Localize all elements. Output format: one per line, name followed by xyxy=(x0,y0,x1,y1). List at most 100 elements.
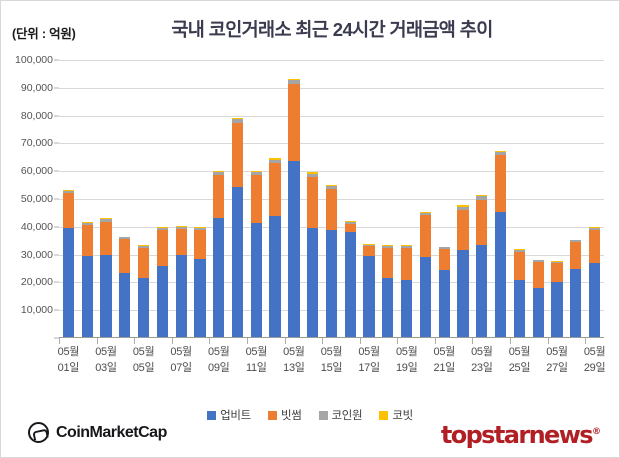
bar-stack[interactable] xyxy=(570,239,582,338)
bar-segment[interactable] xyxy=(382,278,394,338)
bar-segment[interactable] xyxy=(457,206,469,211)
bar-segment[interactable] xyxy=(250,222,262,338)
bar-stack[interactable] xyxy=(194,227,206,338)
bar-segment[interactable] xyxy=(62,228,75,338)
bar-segment[interactable] xyxy=(494,154,507,212)
bar-stack[interactable] xyxy=(532,259,544,338)
bar-stack[interactable] xyxy=(62,189,75,338)
bar-segment[interactable] xyxy=(476,200,488,245)
bar-segment[interactable] xyxy=(269,159,281,163)
bar-stack[interactable] xyxy=(588,226,601,338)
bar-segment[interactable] xyxy=(250,170,262,173)
bar-segment[interactable] xyxy=(588,229,601,263)
bar-segment[interactable] xyxy=(401,247,413,280)
bar-segment[interactable] xyxy=(175,226,187,228)
bar-segment[interactable] xyxy=(532,261,544,288)
legend-item-0[interactable]: 업비트 xyxy=(207,407,251,423)
bar-segment[interactable] xyxy=(570,239,582,241)
bar-segment[interactable] xyxy=(119,237,131,240)
bar-segment[interactable] xyxy=(532,260,544,262)
bar-segment[interactable] xyxy=(325,189,338,230)
bar-segment[interactable] xyxy=(175,227,187,229)
bar-segment[interactable] xyxy=(100,221,112,256)
bar-segment[interactable] xyxy=(62,189,75,191)
bar-segment[interactable] xyxy=(231,117,244,120)
bar-segment[interactable] xyxy=(213,172,225,176)
bar-segment[interactable] xyxy=(344,221,356,223)
bar-segment[interactable] xyxy=(551,262,563,283)
bar-segment[interactable] xyxy=(231,186,244,338)
bar-segment[interactable] xyxy=(551,282,563,338)
bar-segment[interactable] xyxy=(213,170,225,173)
bar-segment[interactable] xyxy=(438,249,450,270)
bar-stack[interactable] xyxy=(476,194,488,338)
bar-segment[interactable] xyxy=(494,211,507,338)
bar-segment[interactable] xyxy=(419,256,432,338)
bar-segment[interactable] xyxy=(156,265,168,338)
bar-segment[interactable] xyxy=(81,256,93,338)
bar-segment[interactable] xyxy=(551,261,563,263)
bar-segment[interactable] xyxy=(344,232,356,338)
bar-segment[interactable] xyxy=(588,262,601,338)
bar-segment[interactable] xyxy=(532,287,544,338)
bar-stack[interactable] xyxy=(100,218,112,338)
bar-stack[interactable] xyxy=(513,249,526,338)
bar-segment[interactable] xyxy=(513,249,526,252)
bar-segment[interactable] xyxy=(119,236,131,238)
bar-stack[interactable] xyxy=(119,236,131,338)
bar-segment[interactable] xyxy=(269,162,281,216)
bar-stack[interactable] xyxy=(494,151,507,338)
bar-stack[interactable] xyxy=(419,212,432,338)
bar-segment[interactable] xyxy=(137,246,150,248)
bar-segment[interactable] xyxy=(570,240,582,243)
bar-segment[interactable] xyxy=(513,251,526,280)
bar-segment[interactable] xyxy=(81,223,93,226)
bar-segment[interactable] xyxy=(194,227,206,229)
bar-segment[interactable] xyxy=(269,158,281,160)
bar-segment[interactable] xyxy=(438,247,450,250)
bar-segment[interactable] xyxy=(231,122,244,187)
bar-stack[interactable] xyxy=(269,158,281,338)
bar-segment[interactable] xyxy=(100,219,112,222)
bar-segment[interactable] xyxy=(288,80,300,84)
bar-segment[interactable] xyxy=(344,222,356,225)
bar-segment[interactable] xyxy=(100,218,112,220)
bar-segment[interactable] xyxy=(137,247,150,279)
bar-segment[interactable] xyxy=(156,227,168,230)
bar-segment[interactable] xyxy=(551,260,563,262)
bar-segment[interactable] xyxy=(457,205,469,207)
bar-stack[interactable] xyxy=(551,260,563,338)
bar-segment[interactable] xyxy=(457,210,469,251)
bar-segment[interactable] xyxy=(419,212,432,215)
bar-segment[interactable] xyxy=(307,176,319,229)
bar-stack[interactable] xyxy=(325,184,338,338)
bar-segment[interactable] xyxy=(175,255,187,338)
bar-segment[interactable] xyxy=(532,259,544,261)
bar-stack[interactable] xyxy=(81,222,93,338)
legend-item-2[interactable]: 코인원 xyxy=(318,407,363,423)
bar-segment[interactable] xyxy=(401,279,413,338)
bar-segment[interactable] xyxy=(213,175,225,219)
bar-stack[interactable] xyxy=(307,172,319,338)
bar-segment[interactable] xyxy=(156,226,168,228)
bar-segment[interactable] xyxy=(438,246,450,248)
bar-segment[interactable] xyxy=(513,249,526,250)
bar-stack[interactable] xyxy=(213,170,225,338)
bar-segment[interactable] xyxy=(457,250,469,338)
legend-item-3[interactable]: 코빗 xyxy=(379,407,413,423)
bar-stack[interactable] xyxy=(401,245,413,338)
bar-segment[interactable] xyxy=(363,243,375,245)
bar-segment[interactable] xyxy=(476,196,488,201)
bar-segment[interactable] xyxy=(363,256,375,338)
bar-segment[interactable] xyxy=(363,244,375,247)
bar-segment[interactable] xyxy=(588,227,601,230)
bar-segment[interactable] xyxy=(307,173,319,177)
bar-segment[interactable] xyxy=(194,228,206,231)
bar-segment[interactable] xyxy=(137,245,150,246)
bar-segment[interactable] xyxy=(382,247,394,279)
bar-segment[interactable] xyxy=(570,242,582,269)
bar-segment[interactable] xyxy=(307,172,319,174)
bar-segment[interactable] xyxy=(513,279,526,338)
bar-stack[interactable] xyxy=(438,246,450,338)
bar-segment[interactable] xyxy=(81,222,93,224)
